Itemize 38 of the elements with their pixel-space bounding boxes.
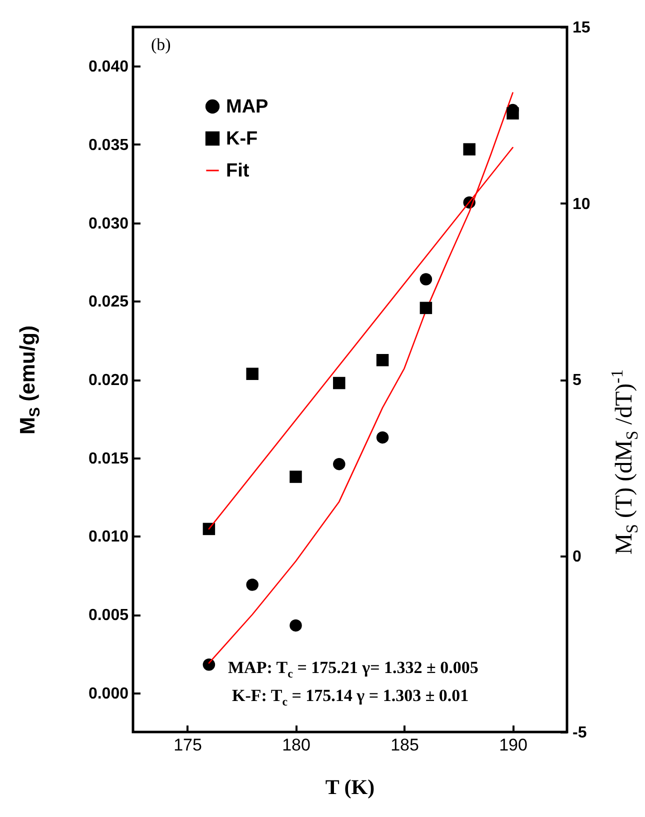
x-tick-label: 180 xyxy=(282,736,310,754)
y2-tick-label: 0 xyxy=(572,548,582,566)
point xyxy=(506,107,519,120)
x-axis-title: T (K) xyxy=(325,775,375,800)
point xyxy=(290,619,302,632)
x-tick-label: 190 xyxy=(499,736,528,754)
y-tick-label: 0.040 xyxy=(88,58,129,76)
point xyxy=(376,354,389,366)
y-tick-label: 0.015 xyxy=(88,450,129,468)
point xyxy=(246,578,258,591)
annotation: (b) xyxy=(151,35,171,55)
point xyxy=(333,376,346,390)
y2-tick-label: 5 xyxy=(572,372,582,389)
point xyxy=(202,658,216,671)
point xyxy=(420,302,432,314)
legend-label: MAP xyxy=(226,96,269,118)
y-tick-label: 0.000 xyxy=(88,685,129,702)
y2-tick-label: 15 xyxy=(572,20,590,36)
x-tick-label: 185 xyxy=(390,736,419,754)
y-tick-label: 0.035 xyxy=(88,137,129,154)
legend-label: Fit xyxy=(226,160,250,182)
point xyxy=(376,431,389,444)
point xyxy=(463,143,476,156)
y-tick-label: 0.005 xyxy=(88,607,129,624)
y-tick-label: 0.010 xyxy=(88,528,129,546)
y2-tick-label: 10 xyxy=(572,196,590,213)
legend-label: K-F xyxy=(226,128,258,150)
annotation: K-F: T$_{c}$ = 175.14 γ = 1.303 ± 0.01 xyxy=(232,686,469,710)
y-tick-label: 0.020 xyxy=(88,372,129,389)
y2-tick-label: -5 xyxy=(572,724,587,742)
y-tick-label: 0.030 xyxy=(88,215,129,232)
point xyxy=(333,458,346,470)
y-tick-label: 0.025 xyxy=(88,294,129,311)
annotation: MAP: T$_{c}$ = 175.21 γ= 1.332 ± 0.005 xyxy=(228,658,478,682)
point xyxy=(420,273,432,286)
x-tick-label: 175 xyxy=(174,736,202,754)
point xyxy=(246,368,258,380)
point xyxy=(290,470,302,483)
